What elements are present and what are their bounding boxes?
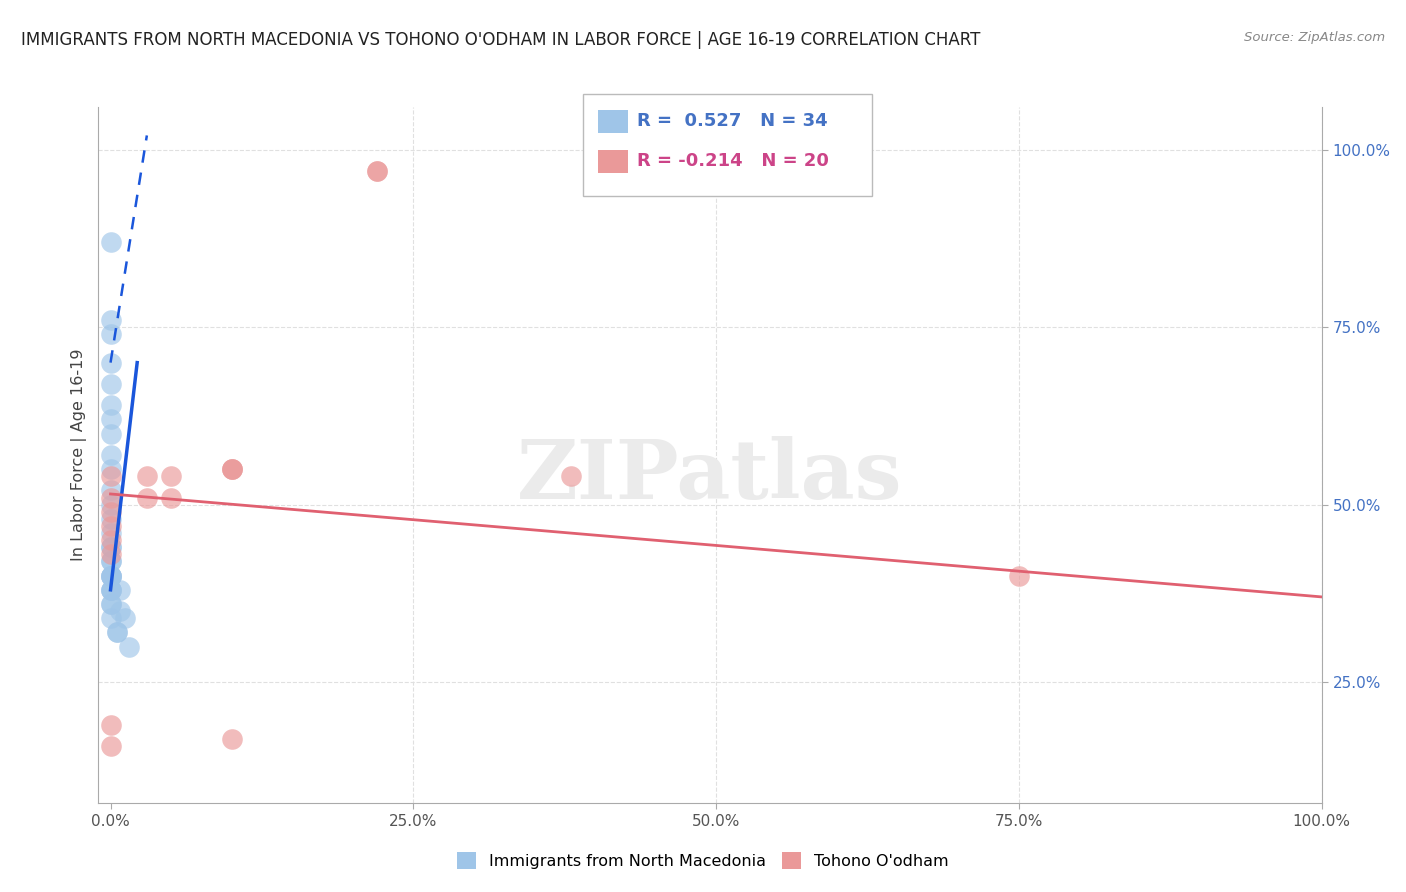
Point — [100, 498, 122, 512]
Point — [100, 313, 122, 327]
Point — [100, 462, 122, 476]
Point — [100, 540, 122, 554]
Point — [100, 547, 122, 561]
Point — [221, 731, 243, 746]
Point — [100, 568, 122, 582]
Point — [100, 512, 122, 526]
Point — [160, 469, 183, 483]
Point — [160, 491, 183, 505]
Point — [100, 597, 122, 611]
Point — [366, 164, 388, 178]
Point — [100, 356, 122, 370]
Point — [135, 491, 157, 505]
Point — [100, 717, 122, 731]
Point — [100, 554, 122, 568]
Text: R = -0.214   N = 20: R = -0.214 N = 20 — [637, 153, 828, 170]
Point — [100, 426, 122, 441]
Point — [100, 568, 122, 582]
Point — [100, 235, 122, 249]
Point — [100, 376, 122, 391]
Point — [100, 611, 122, 625]
Text: ZIPatlas: ZIPatlas — [517, 436, 903, 516]
Point — [100, 533, 122, 548]
Text: IMMIGRANTS FROM NORTH MACEDONIA VS TOHONO O'ODHAM IN LABOR FORCE | AGE 16-19 COR: IMMIGRANTS FROM NORTH MACEDONIA VS TOHON… — [21, 31, 980, 49]
Point — [100, 597, 122, 611]
Point — [100, 554, 122, 568]
Point — [366, 164, 388, 178]
Point — [105, 625, 128, 640]
Y-axis label: In Labor Force | Age 16-19: In Labor Force | Age 16-19 — [72, 349, 87, 561]
Point — [221, 462, 243, 476]
Point — [100, 448, 122, 462]
Point — [221, 462, 243, 476]
Point — [100, 526, 122, 541]
Point — [100, 483, 122, 498]
Point — [100, 568, 122, 582]
Point — [110, 582, 132, 597]
Point — [105, 625, 128, 640]
Point — [560, 469, 582, 483]
Point — [114, 611, 136, 625]
Point — [100, 582, 122, 597]
Point — [100, 540, 122, 554]
Point — [100, 491, 122, 505]
Legend: Immigrants from North Macedonia, Tohono O'odham: Immigrants from North Macedonia, Tohono … — [451, 846, 955, 875]
Point — [118, 640, 141, 654]
Point — [100, 519, 122, 533]
Text: R =  0.527   N = 34: R = 0.527 N = 34 — [637, 112, 828, 130]
Point — [221, 462, 243, 476]
Point — [1008, 568, 1031, 582]
Point — [135, 469, 157, 483]
Point — [100, 398, 122, 412]
Point — [100, 412, 122, 426]
Point — [100, 505, 122, 519]
Point — [100, 739, 122, 753]
Point — [110, 604, 132, 618]
Point — [100, 469, 122, 483]
Point — [100, 582, 122, 597]
Text: Source: ZipAtlas.com: Source: ZipAtlas.com — [1244, 31, 1385, 45]
Point — [100, 568, 122, 582]
Point — [100, 327, 122, 342]
Point — [100, 582, 122, 597]
